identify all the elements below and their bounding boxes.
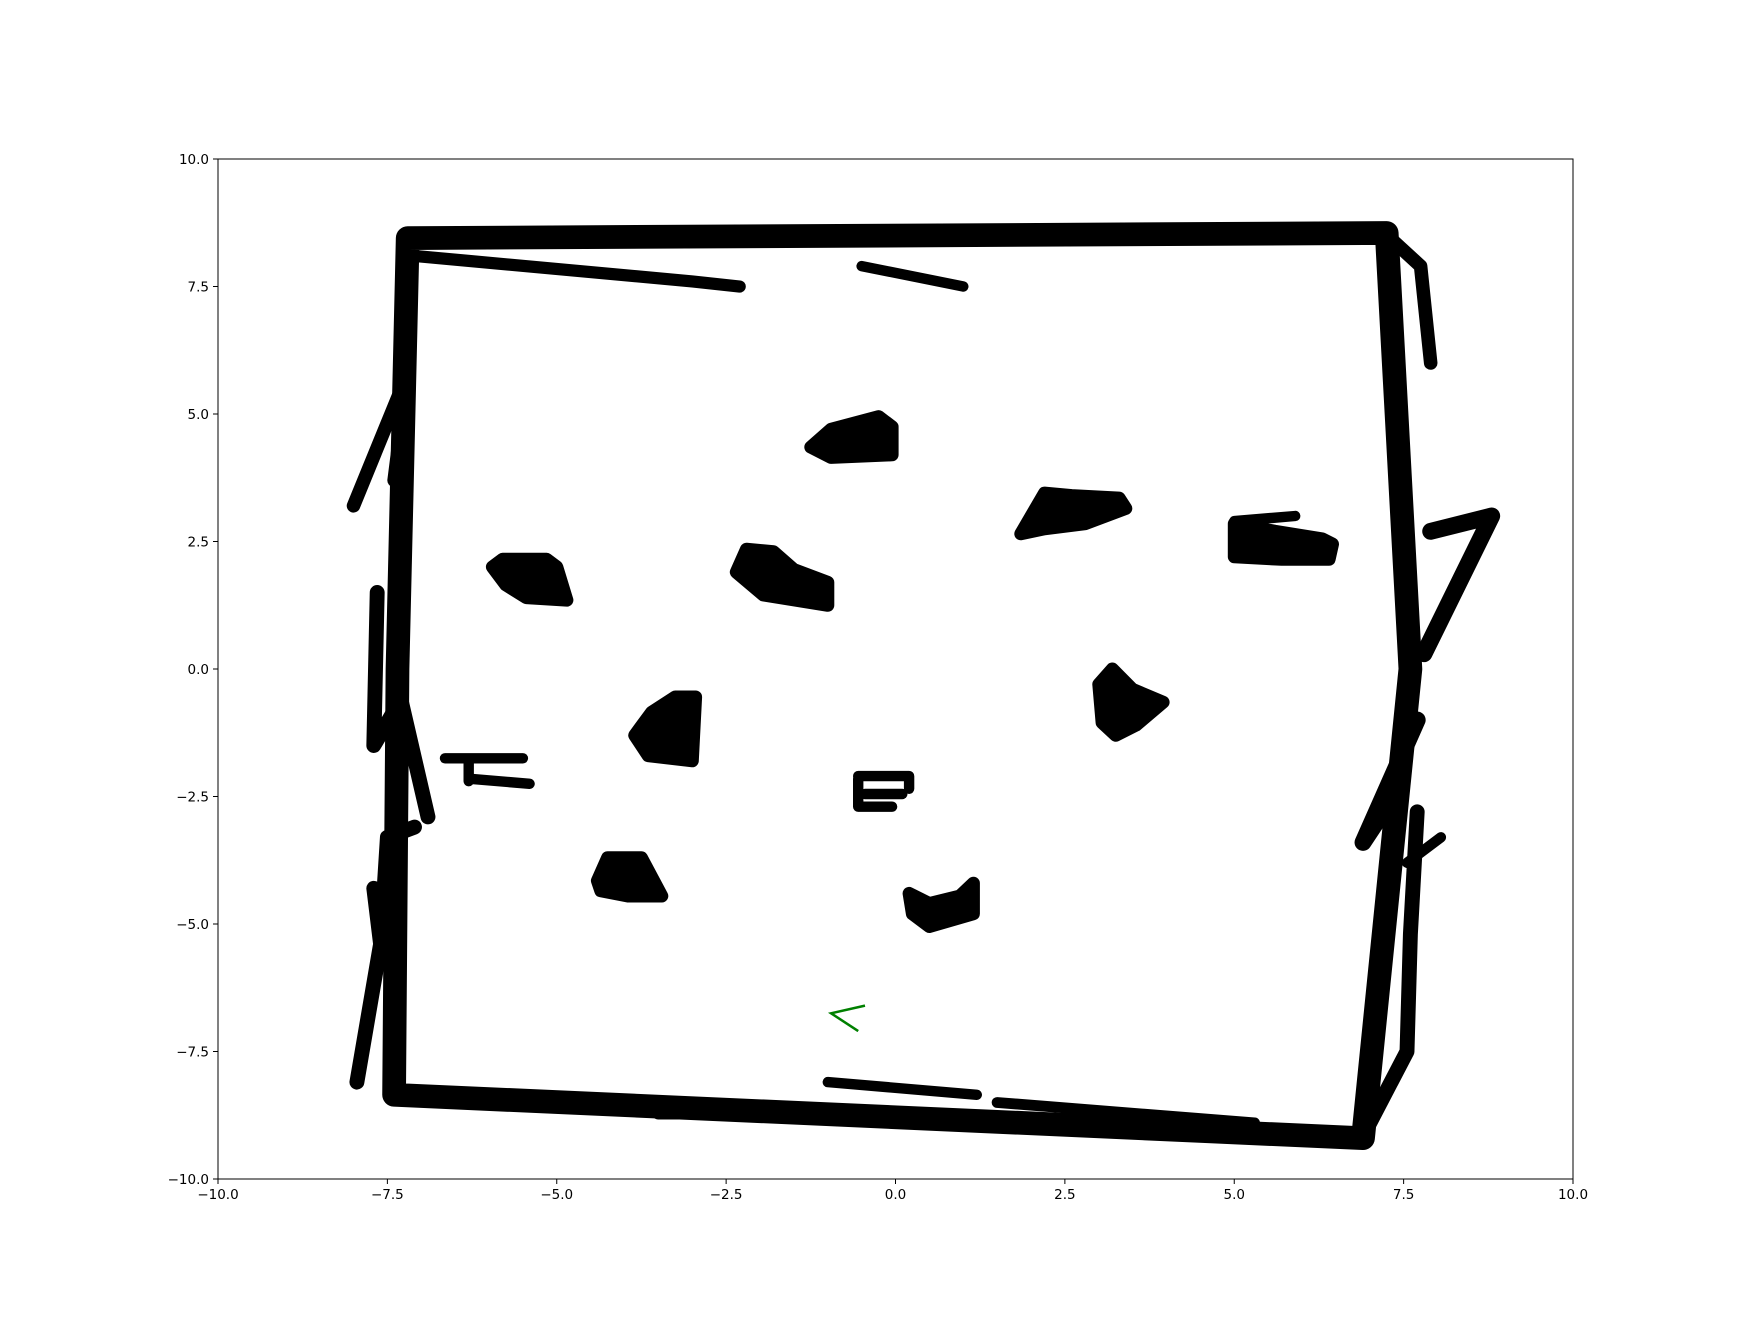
wall-segment-2 <box>856 260 969 292</box>
wall-segment-11 <box>1415 507 1501 663</box>
wall-segment-5 <box>822 1076 982 1100</box>
y-axis: −10.0 −7.5 −5.0 −2.5 0.0 2.5 5.0 7.5 10.0 <box>168 152 218 1188</box>
y-tick-label: −7.5 <box>176 1045 209 1061</box>
y-tick-label: −5.0 <box>176 917 209 933</box>
y-tick-label: 7.5 <box>188 280 209 296</box>
y-tick-label: 5.0 <box>188 407 209 423</box>
wall-segment-13 <box>1362 804 1425 1131</box>
obstacle-cluster-16 <box>1014 486 1133 541</box>
obstacle-cluster-19 <box>485 552 574 607</box>
x-tick-label: −5.0 <box>540 1187 573 1203</box>
y-tick-label: 10.0 <box>179 152 209 168</box>
x-tick-label: 2.5 <box>1054 1187 1075 1203</box>
x-tick-label: 7.5 <box>1393 1187 1414 1203</box>
wall-segment-10 <box>1383 231 1438 370</box>
obstacle-cluster-22 <box>628 690 703 768</box>
obstacle-cluster-18 <box>1227 517 1339 566</box>
obstacle-cluster-30 <box>902 876 980 933</box>
x-tick-label: 10.0 <box>1558 1187 1588 1203</box>
point-cloud <box>346 221 1501 1151</box>
wall-segment-27 <box>853 773 898 812</box>
y-tick-label: −10.0 <box>168 1172 209 1188</box>
wall-segment-4 <box>991 1097 1261 1129</box>
pose-layer <box>827 1004 866 1033</box>
wall-segment-12 <box>1354 711 1426 851</box>
y-tick-label: −2.5 <box>176 790 209 806</box>
wall-segment-26 <box>853 770 915 794</box>
obstacle-cluster-29 <box>590 851 669 903</box>
pose-marker <box>827 1004 866 1033</box>
x-tick-label: −10.0 <box>197 1187 238 1203</box>
obstacle-cluster-15 <box>804 410 899 464</box>
x-tick-label: −7.5 <box>371 1187 404 1203</box>
y-tick-label: 0.0 <box>188 662 209 678</box>
wall-segment-9 <box>349 916 392 1090</box>
x-axis: −10.0 −7.5 −5.0 −2.5 0.0 2.5 5.0 7.5 10.0 <box>197 1179 1588 1203</box>
wall-segment-1 <box>408 249 746 293</box>
x-tick-label: 0.0 <box>885 1187 906 1203</box>
wall-segment-6 <box>346 366 415 513</box>
y-tick-label: 2.5 <box>188 535 209 551</box>
wall-segment-24 <box>463 773 535 789</box>
wall-segment-7 <box>366 585 436 825</box>
obstacle-cluster-20 <box>729 542 835 612</box>
obstacle-cluster-21 <box>1092 662 1170 742</box>
x-tick-label: 5.0 <box>1224 1187 1245 1203</box>
x-tick-label: −2.5 <box>710 1187 743 1203</box>
wall-segment-8 <box>366 819 422 952</box>
wall-segment-14 <box>1401 832 1447 868</box>
